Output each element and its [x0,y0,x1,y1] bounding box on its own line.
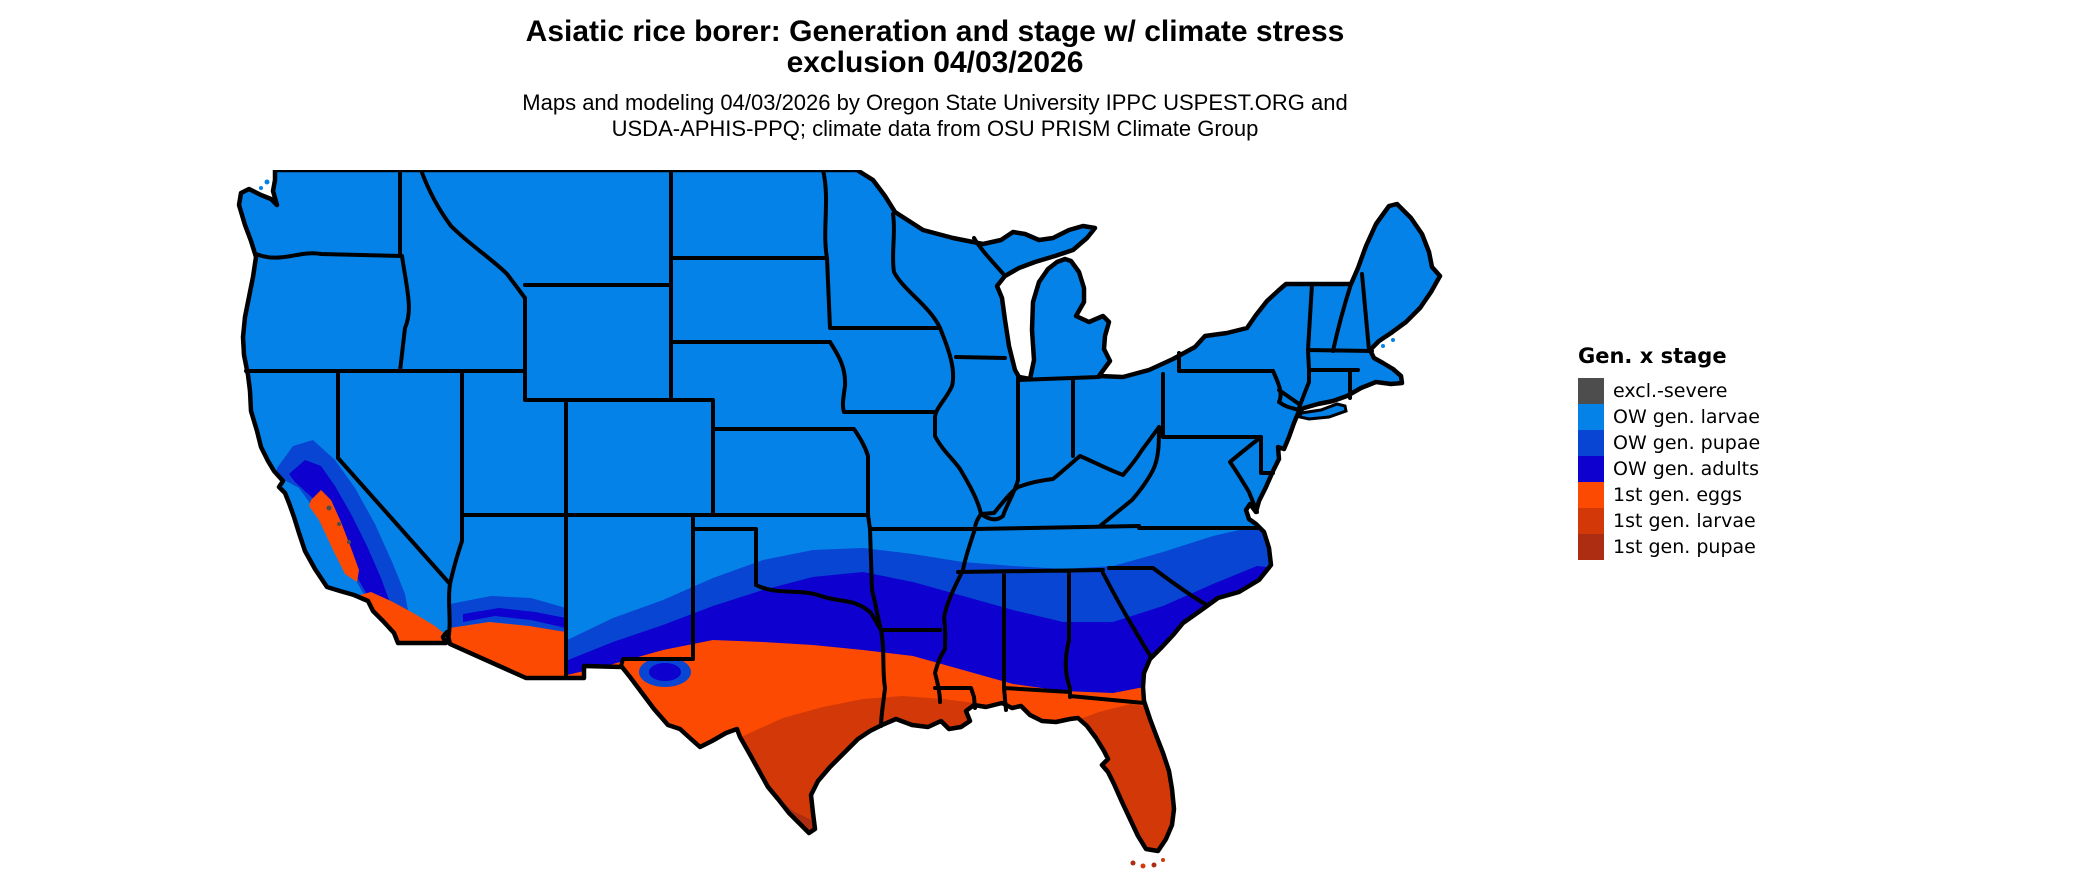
subtitle-line-2: USDA-APHIS-PPQ; climate data from OSU PR… [611,116,1259,141]
legend-label: 1st gen. pupae [1613,536,1756,558]
florida-keys-speck [1151,862,1157,868]
state-borders-plains [669,168,977,728]
excl-severe-speck [326,505,332,511]
long-island [1298,402,1348,421]
az-desert-eggs [450,622,566,678]
puget-speck [259,186,263,190]
legend-swatch-1st-larvae [1578,508,1604,534]
puget-speck [264,179,270,185]
legend-label: OW gen. pupae [1613,432,1761,454]
legend-swatch-ow-larvae [1578,404,1604,430]
legend-label: excl.-severe [1613,380,1728,402]
legend-row: 1st gen. larvae [1578,508,1838,534]
legend-swatch-1st-pupae [1578,534,1604,560]
legend-label: OW gen. adults [1613,458,1760,480]
legend-swatch-ow-pupae [1578,430,1604,456]
florida-keys-speck [1130,860,1136,866]
excl-severe-speck [347,540,351,544]
legend-swatch-excl-severe [1578,378,1604,404]
az-ow-adults [463,608,566,628]
state-borders-midsouth [891,212,1207,712]
state-borders-west [244,168,870,680]
socal-eggs [349,592,448,642]
page-subtitle: Maps and modeling 04/03/2026 by Oregon S… [160,90,1710,142]
maine-coast-speck [1391,338,1395,342]
us-map-svg [236,167,1443,869]
legend-swatch-ow-adults [1578,456,1604,482]
title-line-1: Asiatic rice borer: Generation and stage… [525,15,1345,48]
excl-severe-speck [337,522,341,526]
legend-label: OW gen. larvae [1613,406,1760,428]
legend-title: Gen. x stage [1578,344,1727,368]
legend-row: excl.-severe [1578,378,1838,404]
legend-row: OW gen. pupae [1578,430,1838,456]
wtx-ow-adults-island [649,663,681,681]
legend-row: 1st gen. pupae [1578,534,1838,560]
legend-label: 1st gen. eggs [1613,484,1743,506]
ca-valley-eggs [309,490,359,582]
maine-coast-speck [1381,344,1385,348]
state-borders-east [1137,272,1374,530]
legend-row: OW gen. larvae [1578,404,1838,430]
legend-swatch-1st-eggs [1578,482,1604,508]
us-phenology-map [233,167,1445,890]
legend-row: OW gen. adults [1578,456,1838,482]
conus-outline [236,167,1443,854]
florida-keys-speck [1140,863,1146,869]
subtitle-line-1: Maps and modeling 04/03/2026 by Oregon S… [522,90,1348,115]
legend-row: 1st gen. eggs [1578,482,1838,508]
florida-keys-speck [1161,858,1165,862]
legend-label: 1st gen. larvae [1613,510,1756,532]
page-title: Asiatic rice borer: Generation and stage… [160,16,1710,78]
legend: Gen. x stage excl.-severe OW gen. larvae… [1578,344,1838,560]
title-line-2: exclusion 04/03/2026 [786,46,1084,79]
